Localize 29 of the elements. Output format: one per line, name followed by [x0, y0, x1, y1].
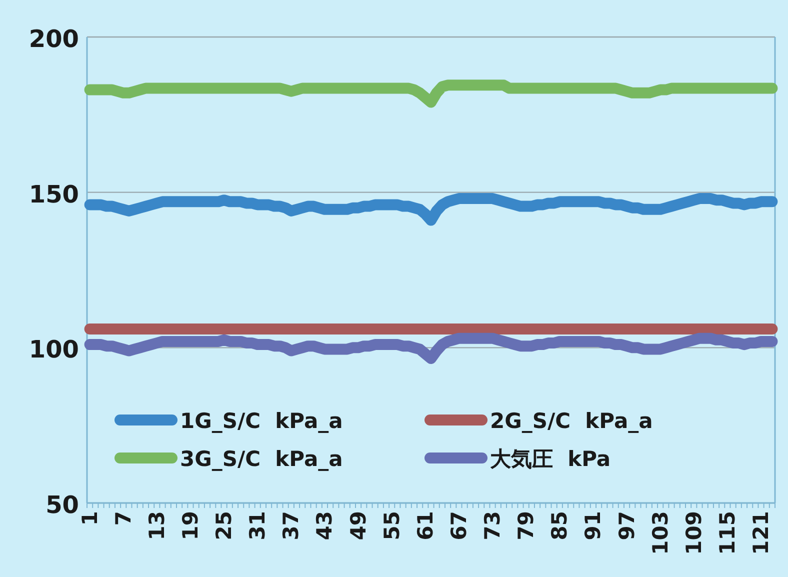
x-tick-label: 1 — [78, 511, 102, 526]
y-tick-label: 100 — [28, 336, 79, 364]
x-tick-label: 25 — [212, 511, 236, 540]
legend-label: 3G_S/C kPa_a — [180, 447, 343, 471]
y-tick-label: 200 — [28, 25, 79, 53]
x-tick-label: 67 — [446, 511, 471, 540]
x-tick-label: 91 — [581, 511, 606, 540]
x-tick-label: 37 — [279, 511, 304, 540]
x-tick-label: 19 — [178, 511, 202, 540]
x-tick-label: 13 — [144, 511, 169, 540]
x-tick-label: 115 — [715, 511, 740, 555]
legend-label: 大気圧 kPa — [490, 447, 611, 471]
x-tick-label: 97 — [614, 511, 639, 540]
x-tick-label: 31 — [246, 511, 270, 540]
legend-label: 2G_S/C kPa_a — [490, 409, 653, 433]
x-tick-label: 103 — [648, 511, 672, 555]
x-tick-label: 49 — [346, 511, 370, 540]
legend-label: 1G_S/C kPa_a — [180, 409, 343, 433]
x-tick-label: 121 — [749, 511, 774, 555]
x-tick-label: 79 — [514, 511, 538, 540]
x-tick-label: 7 — [111, 511, 136, 526]
x-tick-label: 73 — [480, 511, 505, 540]
x-tick-label: 109 — [682, 511, 706, 555]
y-tick-label: 50 — [46, 491, 79, 519]
x-tick-label: 85 — [548, 511, 572, 540]
x-tick-label: 61 — [413, 511, 438, 540]
x-tick-label: 55 — [380, 511, 404, 540]
y-tick-label: 150 — [28, 180, 79, 208]
x-tick-label: 43 — [312, 511, 337, 540]
